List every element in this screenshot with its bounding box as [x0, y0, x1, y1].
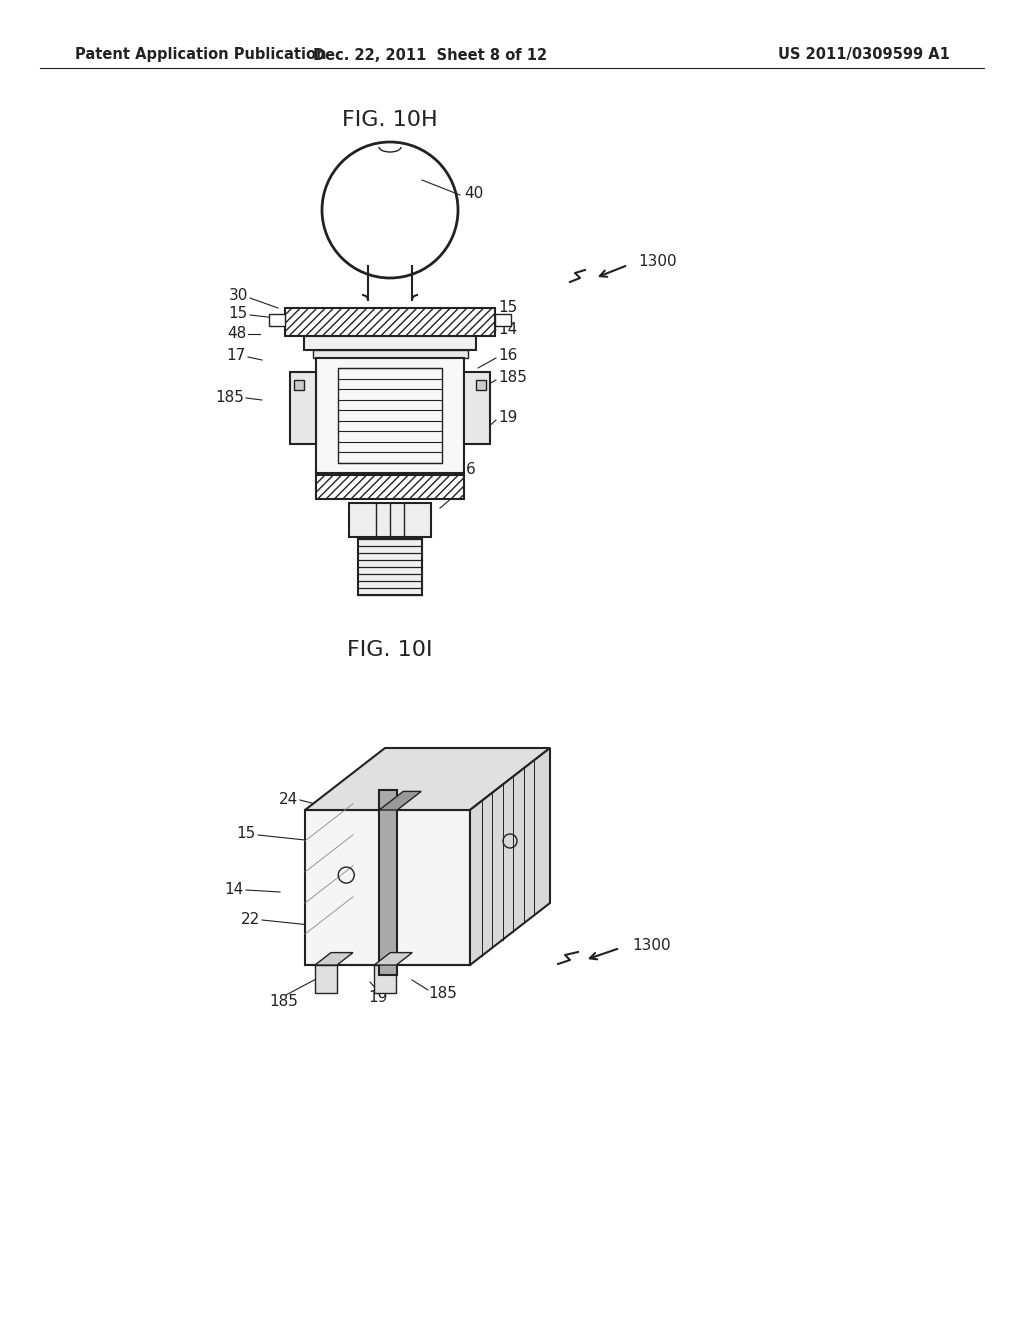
- Polygon shape: [315, 953, 353, 965]
- Text: 15: 15: [237, 826, 256, 842]
- Bar: [495, 314, 511, 326]
- Bar: [379, 789, 397, 975]
- Bar: [304, 337, 476, 350]
- Bar: [349, 503, 431, 537]
- Bar: [338, 368, 442, 463]
- Text: 14: 14: [224, 883, 244, 898]
- Text: 1300: 1300: [632, 939, 671, 953]
- Text: 19: 19: [369, 990, 388, 1006]
- Text: 22: 22: [528, 850, 547, 866]
- Text: 17: 17: [498, 917, 517, 932]
- Text: 185: 185: [498, 371, 527, 385]
- Text: 48: 48: [226, 326, 246, 342]
- Bar: [316, 475, 464, 499]
- Text: 43: 43: [380, 561, 399, 576]
- Text: 16: 16: [498, 348, 517, 363]
- Bar: [464, 372, 490, 444]
- Text: FIG. 10I: FIG. 10I: [347, 640, 433, 660]
- Text: 15: 15: [228, 306, 248, 322]
- Bar: [312, 350, 468, 358]
- Polygon shape: [305, 810, 470, 965]
- Bar: [269, 314, 285, 326]
- Text: 14: 14: [498, 322, 517, 338]
- Bar: [375, 965, 396, 993]
- Text: 15: 15: [498, 301, 517, 315]
- Text: 19: 19: [498, 411, 517, 425]
- Polygon shape: [470, 748, 550, 965]
- Text: Dec. 22, 2011  Sheet 8 of 12: Dec. 22, 2011 Sheet 8 of 12: [313, 48, 547, 62]
- Polygon shape: [305, 748, 550, 810]
- Text: FIG. 10H: FIG. 10H: [342, 110, 438, 129]
- Bar: [358, 539, 422, 595]
- Text: 6: 6: [466, 462, 476, 478]
- Text: Patent Application Publication: Patent Application Publication: [75, 48, 327, 62]
- Text: 30: 30: [228, 289, 248, 304]
- Text: 1300: 1300: [638, 255, 677, 269]
- Text: 185: 185: [269, 994, 298, 1010]
- Bar: [285, 308, 495, 337]
- Polygon shape: [375, 953, 413, 965]
- Bar: [316, 358, 464, 473]
- Text: 7: 7: [454, 488, 464, 503]
- Bar: [315, 965, 337, 993]
- Bar: [294, 380, 304, 389]
- Text: 16: 16: [498, 891, 517, 906]
- Text: 40: 40: [464, 186, 483, 201]
- Text: 185: 185: [428, 986, 457, 1002]
- Text: 24: 24: [279, 792, 298, 808]
- Bar: [290, 372, 316, 444]
- Bar: [476, 380, 486, 389]
- Text: 15: 15: [498, 813, 517, 828]
- Text: 17: 17: [226, 348, 246, 363]
- Polygon shape: [379, 792, 421, 810]
- Text: US 2011/0309599 A1: US 2011/0309599 A1: [778, 48, 950, 62]
- Text: 185: 185: [215, 391, 244, 405]
- Text: 22: 22: [241, 912, 260, 928]
